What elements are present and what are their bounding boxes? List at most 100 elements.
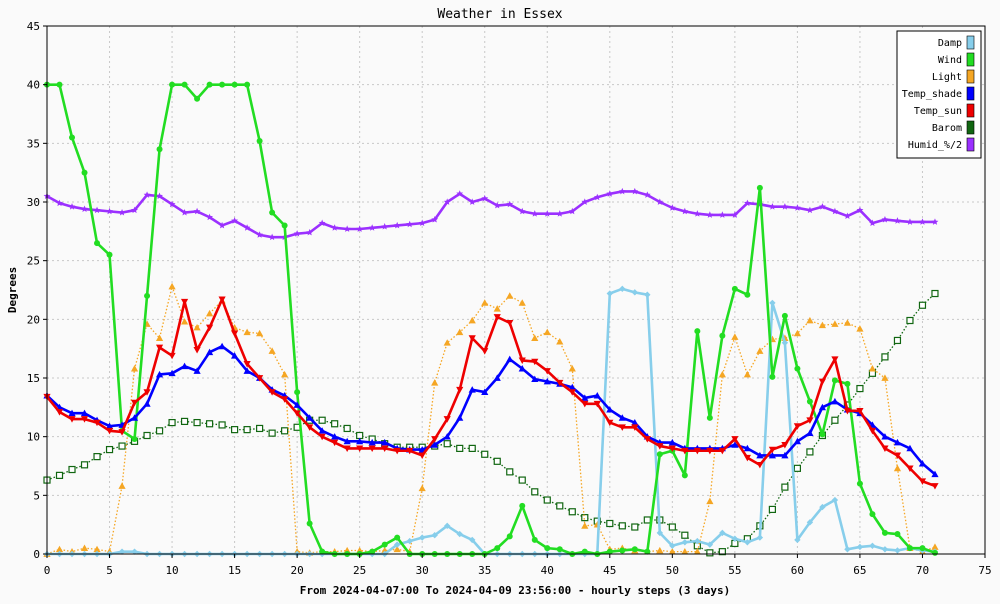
data-point	[506, 200, 514, 208]
x-tick-label: 15	[228, 564, 241, 577]
data-point	[906, 316, 914, 325]
data-point	[156, 146, 163, 153]
data-point	[606, 190, 614, 197]
data-point	[456, 190, 464, 197]
data-point	[856, 480, 863, 487]
data-point	[643, 516, 651, 524]
data-point	[668, 438, 676, 446]
data-point	[731, 535, 739, 542]
data-point	[205, 309, 214, 317]
data-point	[643, 191, 651, 198]
data-point	[618, 522, 626, 530]
data-point	[281, 396, 289, 403]
data-point	[656, 443, 664, 450]
series-line-temp-shade	[46, 345, 936, 476]
data-point	[881, 353, 889, 361]
data-point	[268, 389, 276, 396]
data-point	[356, 431, 364, 440]
data-point	[756, 347, 764, 354]
data-point	[756, 534, 764, 541]
data-point	[731, 333, 739, 340]
data-point	[781, 312, 788, 319]
data-point	[406, 447, 414, 455]
data-point	[143, 191, 151, 198]
data-point	[856, 543, 864, 551]
data-point	[731, 211, 739, 218]
data-point	[118, 548, 126, 555]
data-point	[544, 545, 551, 552]
data-point	[756, 461, 764, 469]
data-point	[806, 429, 814, 437]
data-point	[531, 334, 539, 341]
data-point	[769, 373, 776, 380]
data-point	[180, 318, 189, 325]
data-point	[180, 362, 189, 370]
data-point	[105, 422, 114, 429]
data-point	[881, 546, 889, 553]
data-point	[743, 444, 751, 452]
x-tick-label: 30	[416, 564, 429, 577]
data-point	[143, 400, 151, 407]
data-point	[694, 328, 701, 335]
data-point	[518, 365, 526, 372]
data-point	[681, 447, 689, 455]
x-tick-label: 50	[666, 564, 679, 577]
legend-label: Temp_shade	[902, 89, 962, 100]
data-point	[568, 207, 576, 215]
data-point	[306, 414, 314, 421]
data-point	[406, 537, 413, 545]
legend-swatch	[966, 120, 975, 135]
x-tick-label: 5	[106, 564, 113, 577]
data-point	[68, 409, 76, 417]
data-point	[506, 292, 514, 299]
data-point	[130, 414, 139, 421]
data-point	[443, 416, 451, 423]
data-point	[231, 81, 238, 88]
data-point	[931, 218, 939, 225]
data-point	[331, 224, 339, 231]
data-point	[381, 223, 389, 230]
legend-label: Barom	[932, 123, 962, 134]
data-point	[869, 219, 876, 227]
legend-label: Light	[932, 72, 962, 83]
y-tick-label: 0	[33, 548, 40, 561]
data-point	[519, 502, 526, 509]
series-line-temp-sun	[45, 298, 936, 488]
data-point	[568, 383, 576, 391]
data-point	[343, 225, 351, 232]
data-point	[781, 339, 789, 346]
data-point	[743, 454, 751, 462]
data-point	[331, 420, 339, 428]
data-point	[468, 316, 476, 324]
data-point	[656, 546, 664, 554]
data-point	[843, 319, 852, 326]
data-point	[806, 398, 813, 405]
data-point	[731, 285, 738, 292]
y-tick-label: 45	[27, 20, 40, 33]
data-point	[306, 424, 314, 431]
data-point	[394, 534, 401, 541]
data-point	[406, 220, 414, 228]
data-point	[469, 536, 476, 544]
data-point	[506, 355, 514, 363]
data-point	[431, 532, 438, 539]
data-point	[456, 444, 464, 452]
data-point	[205, 324, 214, 332]
series-layer	[43, 81, 939, 558]
data-point	[931, 483, 939, 490]
data-point	[894, 547, 901, 554]
data-point	[918, 460, 927, 467]
data-point	[356, 225, 364, 232]
data-point	[831, 320, 839, 327]
data-point	[556, 379, 564, 387]
data-point	[706, 497, 714, 505]
data-point	[93, 453, 101, 461]
data-point	[756, 184, 763, 191]
data-point	[706, 541, 714, 548]
x-tick-label: 55	[728, 564, 741, 577]
data-point	[55, 471, 64, 479]
data-point	[606, 406, 614, 413]
data-point	[456, 328, 464, 336]
data-point	[293, 230, 301, 237]
